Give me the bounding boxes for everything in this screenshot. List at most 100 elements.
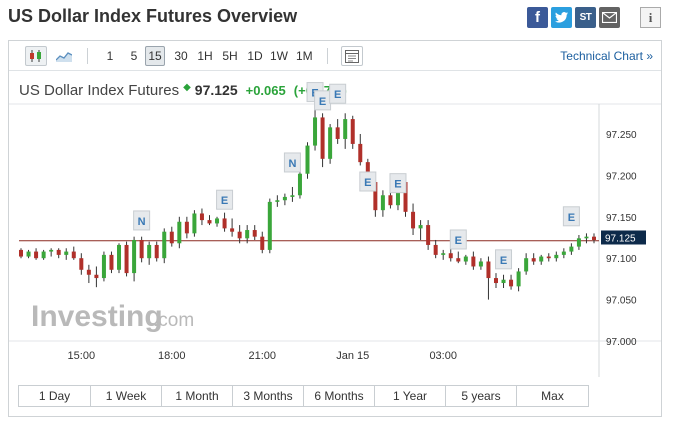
price-chart[interactable]: Investing.com 97.250 97.200 97.150 97.100 97.… [9, 41, 661, 381]
candle-down [252, 230, 257, 237]
candle-up [395, 182, 400, 206]
candle-down [230, 228, 235, 232]
candle-down [139, 239, 144, 259]
event-marker-label: E [394, 179, 401, 191]
info-icon[interactable]: i [640, 7, 661, 28]
technical-chart-link[interactable]: Technical Chart » [560, 49, 653, 63]
mail-icon[interactable] [599, 7, 620, 28]
last-price-label: 97.125 [605, 233, 636, 244]
interval-1m[interactable]: 1M [296, 49, 313, 63]
last-price: 97.125 [194, 82, 238, 98]
event-marker [449, 229, 467, 250]
candle-up [41, 251, 46, 259]
y-tick-label: 97.050 [606, 296, 637, 307]
candle-down [154, 244, 159, 259]
candle-up [290, 195, 295, 197]
candle-up [64, 251, 69, 255]
interval-1d[interactable]: 1D [247, 49, 263, 63]
candle-up [267, 201, 272, 250]
candle-up [132, 239, 137, 274]
candle-down [531, 258, 536, 262]
event-marker-label: E [455, 235, 462, 247]
interval-5[interactable]: 5 [130, 49, 138, 63]
candle-up [576, 238, 581, 247]
y-tick-label: 97.200 [606, 171, 637, 182]
stocktwits-icon[interactable]: ST [575, 7, 596, 28]
candle-down [260, 236, 265, 250]
facebook-icon[interactable]: f [527, 7, 548, 28]
event-marker [283, 152, 301, 173]
candle-up [343, 119, 348, 139]
candle-up [478, 261, 483, 267]
candlestick-icon[interactable] [25, 46, 47, 66]
x-tick-label: 15:00 [68, 350, 96, 362]
y-tick-label: 97.000 [606, 337, 637, 348]
x-tick-label: 21:00 [248, 350, 276, 362]
candle-down [373, 182, 378, 211]
range-6-months[interactable]: 6 Months [304, 386, 375, 406]
up-arrow-icon: ◆ [183, 82, 191, 93]
interval-15[interactable]: 15 [145, 46, 165, 66]
candle-up [305, 145, 310, 174]
candle-up [380, 195, 385, 211]
share-icons: f ST [527, 7, 620, 28]
interval-5h[interactable]: 5H [222, 49, 238, 63]
candle-down [184, 221, 189, 234]
interval-1h[interactable]: 1H [197, 49, 213, 63]
chart-widget: 1 5 15 30 1H 5H 1D 1W 1M Technical Chart… [8, 40, 662, 417]
candle-down [222, 218, 227, 229]
candle-up [554, 254, 559, 259]
range-selector: 1 Day 1 Week 1 Month 3 Months 6 Months 1… [18, 385, 589, 407]
event-marker-label: N [138, 216, 146, 228]
candle-down [109, 254, 114, 270]
area-chart-icon[interactable] [53, 46, 75, 66]
chart-settings-icon[interactable] [341, 46, 363, 66]
candle-up [245, 230, 250, 239]
x-tick-label: 18:00 [158, 350, 186, 362]
watermark-investing: Investing [31, 300, 163, 333]
interval-1[interactable]: 1 [106, 49, 114, 63]
candle-down [546, 256, 551, 259]
toolbar-separator [327, 48, 328, 64]
range-1-year[interactable]: 1 Year [375, 386, 446, 406]
candle-up [101, 254, 106, 279]
candle-down [592, 236, 596, 240]
candle-down [358, 143, 363, 163]
event-marker-label: E [221, 195, 228, 207]
event-marker-label: E [364, 177, 371, 189]
candle-up [569, 246, 574, 252]
twitter-icon[interactable] [551, 7, 572, 28]
range-3-months[interactable]: 3 Months [233, 386, 304, 406]
candle-down [509, 279, 514, 287]
candle-down [19, 249, 23, 257]
interval-30[interactable]: 30 [174, 49, 188, 63]
candle-up [147, 244, 152, 259]
last-price-box [601, 230, 646, 245]
candle-down [94, 274, 99, 279]
event-marker [359, 171, 377, 192]
candle-down [426, 225, 431, 245]
candle-up [516, 271, 521, 287]
page-title: US Dollar Index Futures Overview [8, 6, 298, 26]
candle-down [433, 244, 438, 255]
candle-down [388, 195, 393, 206]
range-max[interactable]: Max [517, 386, 588, 406]
candle-up [177, 221, 182, 244]
candle-up [328, 127, 333, 159]
event-marker [329, 83, 347, 104]
chart-toolbar: 1 5 15 30 1H 5H 1D 1W 1M Technical Chart… [9, 41, 661, 71]
x-tick-label: Jan 15 [336, 350, 369, 362]
range-1-month[interactable]: 1 Month [162, 386, 233, 406]
candle-down [493, 278, 498, 284]
range-5-years[interactable]: 5 years [446, 386, 517, 406]
candle-down [335, 127, 340, 139]
y-tick-label: 97.100 [606, 254, 637, 265]
event-marker-label: E [334, 89, 341, 101]
event-marker-label: E [500, 255, 507, 267]
candle-up [215, 218, 220, 224]
candle-down [207, 220, 212, 224]
range-1-week[interactable]: 1 Week [91, 386, 162, 406]
range-1-day[interactable]: 1 Day [19, 386, 91, 406]
candle-down [56, 249, 61, 255]
interval-1w[interactable]: 1W [270, 49, 288, 63]
